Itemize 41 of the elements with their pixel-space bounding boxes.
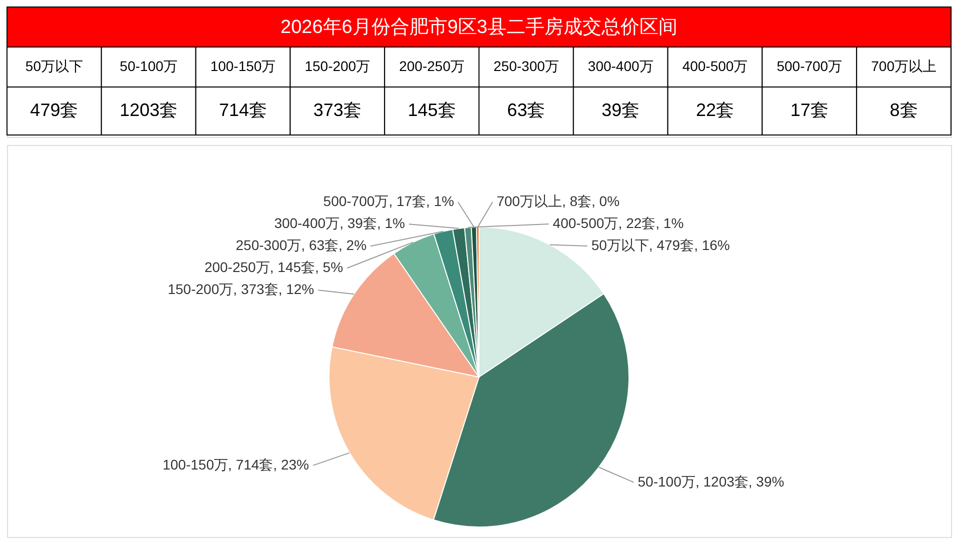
text: 479套	[30, 100, 78, 120]
text: 63套	[507, 100, 546, 120]
data-label: , 22套, 1%	[618, 215, 684, 232]
data-label: , 8套, 0%	[562, 193, 620, 210]
category-label: 500-700万	[776, 58, 842, 74]
category-label: 150-200万	[304, 58, 370, 74]
category-label: 100-150万	[210, 58, 276, 74]
text: 714套	[218, 100, 268, 120]
text: 8套	[890, 100, 918, 120]
data-label: , 479套, 16%	[648, 237, 730, 254]
slice-label: 400-500万	[552, 215, 618, 232]
slice-label: 700万以上	[496, 193, 562, 210]
data-label: , 373套, 12%	[233, 281, 314, 298]
text: 39套	[602, 100, 640, 120]
category-label: 50-100万	[120, 58, 178, 74]
text: 2026年6月份合肥市9区3县二手房成交总价区间	[280, 16, 678, 38]
data-label: , 714套, 23%	[228, 456, 309, 472]
category-label: 50万以下	[25, 58, 83, 74]
slice-label: 500-700万	[323, 193, 389, 210]
category-label: 250-300万	[494, 58, 559, 74]
category-label: 700万以上	[871, 58, 936, 74]
slice-label: 50-100万	[638, 473, 696, 490]
category-label: 200-250万	[399, 58, 464, 74]
slice-label: 250-300万	[236, 237, 302, 254]
data-label: , 17套, 1%	[388, 193, 454, 210]
text: 17套	[790, 100, 828, 120]
data-label: , 145套, 5%	[270, 259, 344, 276]
data-label: , 1203套, 39%	[695, 473, 784, 490]
data-label: , 63套, 2%	[301, 237, 367, 254]
text: 145套	[408, 100, 456, 120]
slice-label: 300-400万	[274, 215, 340, 232]
text: 373套	[313, 100, 362, 120]
text: 22套	[696, 100, 734, 120]
slice-label: 150-200万	[168, 281, 234, 298]
slice-label: 100-150万	[162, 456, 228, 472]
slice-label: 50万以下	[591, 237, 649, 254]
category-label: 400-500万	[682, 58, 748, 74]
text: 1203套	[120, 100, 178, 120]
data-label: , 39套, 1%	[340, 215, 405, 232]
category-label: 300-400万	[588, 58, 654, 74]
slice-label: 200-250万	[204, 259, 270, 276]
